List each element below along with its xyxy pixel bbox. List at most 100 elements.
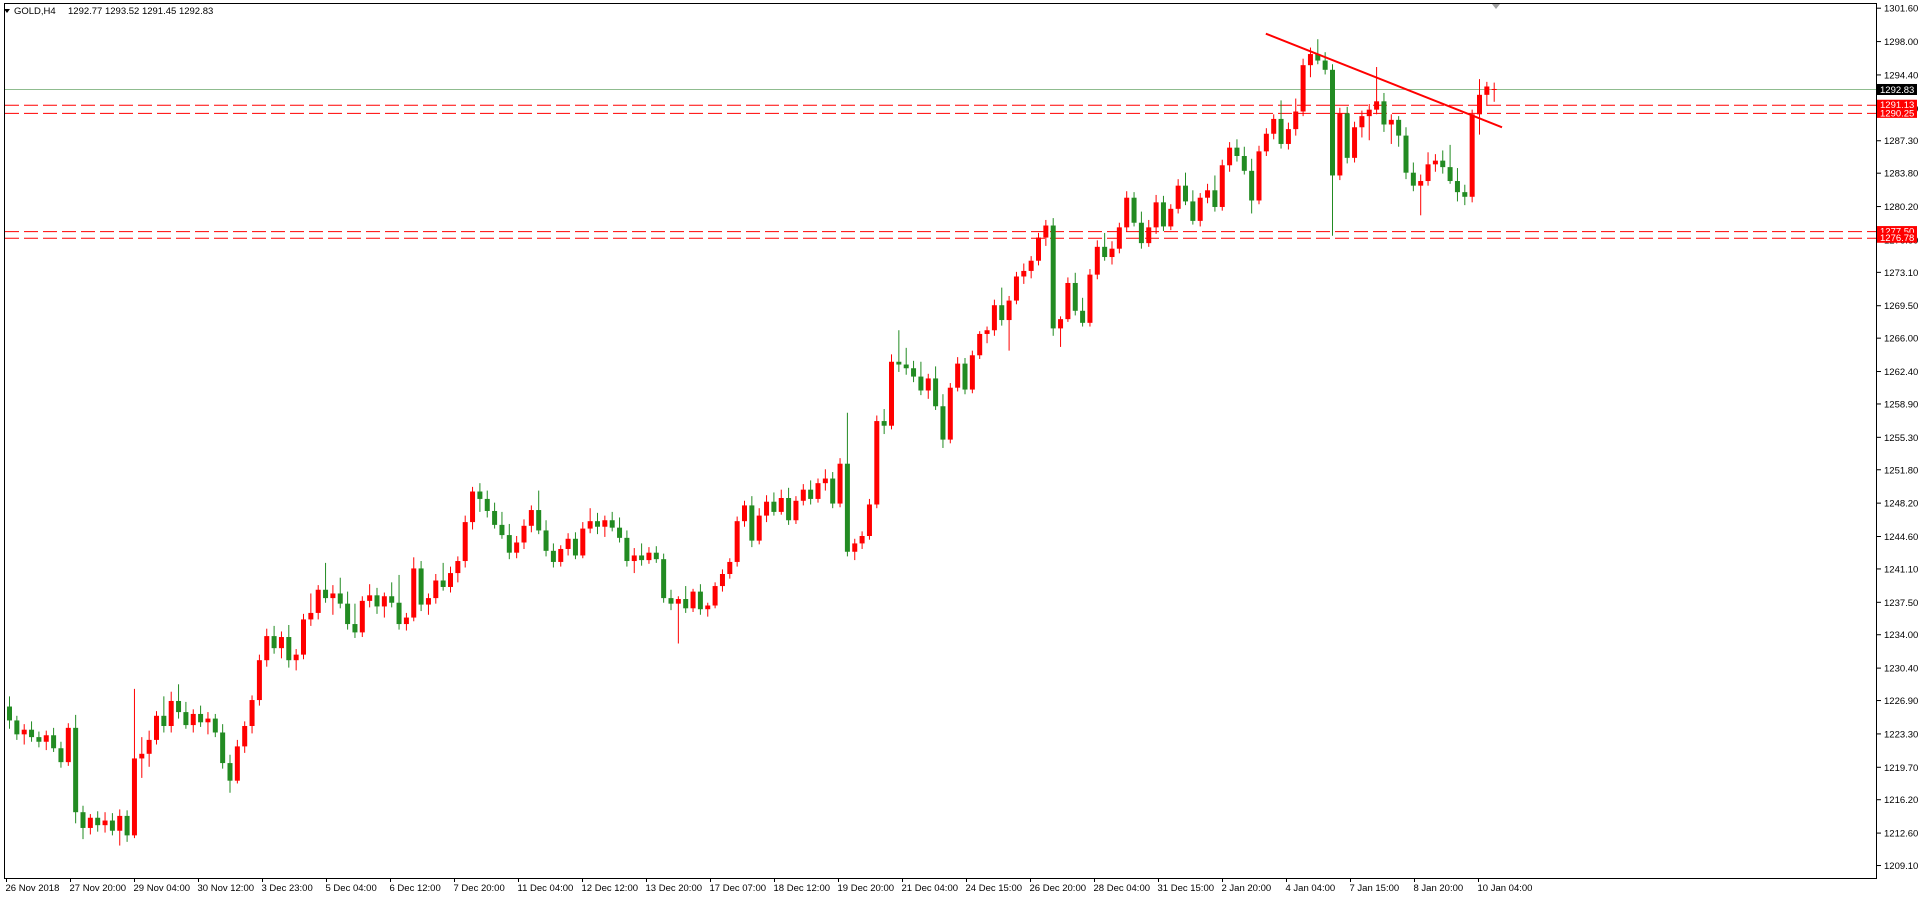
- candle: [1116, 222, 1122, 254]
- candle: [1403, 127, 1409, 180]
- candle-body: [1418, 181, 1424, 186]
- candle: [1065, 277, 1071, 322]
- candle-body: [646, 552, 652, 561]
- candle: [727, 558, 733, 579]
- candle: [1168, 204, 1174, 231]
- candle-body: [962, 363, 968, 390]
- candle: [844, 412, 850, 557]
- candle: [1072, 272, 1078, 316]
- current-tag-label: 1292.83: [1880, 85, 1914, 96]
- candle-body: [1300, 65, 1306, 112]
- candle: [1440, 150, 1446, 174]
- candle-body: [323, 589, 329, 599]
- candle: [242, 721, 248, 753]
- candle-body: [1175, 185, 1181, 209]
- candle: [940, 394, 946, 448]
- candle: [131, 688, 137, 839]
- candle: [1418, 174, 1424, 216]
- time-tick-label: 26 Nov 2018: [6, 883, 60, 894]
- candle: [918, 361, 924, 396]
- candle-body: [1374, 101, 1380, 110]
- candle: [1381, 92, 1387, 132]
- price-axis: 1301.601298.001294.401290.801287.301283.…: [1877, 4, 1918, 872]
- candle: [595, 512, 600, 535]
- candle-body: [492, 510, 498, 525]
- candle-body: [131, 758, 137, 836]
- candle: [1454, 168, 1460, 202]
- candle-body: [675, 599, 681, 604]
- candle-body: [367, 595, 373, 601]
- candle-body: [1028, 260, 1034, 271]
- candle: [1366, 104, 1372, 141]
- candle: [764, 495, 770, 523]
- candle-body: [844, 463, 850, 552]
- chart-title: GOLD,H4 1292.77 1293.52 1291.45 1292.83: [4, 6, 213, 17]
- candle-body: [293, 654, 299, 661]
- candle: [859, 531, 865, 549]
- candle: [87, 814, 93, 835]
- candle-body: [903, 364, 909, 369]
- price-tick-label: 1216.20: [1884, 795, 1918, 806]
- candle-body: [440, 580, 446, 587]
- candle-body: [536, 510, 542, 531]
- candle-body: [425, 598, 431, 605]
- candle-body: [786, 498, 792, 521]
- candle: [1315, 39, 1321, 65]
- candle: [1462, 184, 1468, 206]
- time-tick-label: 2 Jan 20:00: [1222, 883, 1272, 894]
- candle: [154, 711, 159, 745]
- price-tick-label: 1223.30: [1884, 729, 1918, 740]
- level-tag-label: 1291.13: [1880, 100, 1914, 111]
- candle: [977, 331, 983, 359]
- trend-line: [1265, 32, 1503, 129]
- chart-shift-marker-icon[interactable]: [1492, 4, 1500, 9]
- time-tick-label: 5 Dec 04:00: [326, 883, 377, 894]
- candle-body: [925, 378, 931, 391]
- level-price-tag: 1291.13: [1877, 99, 1917, 111]
- candle-body: [991, 305, 997, 331]
- candle: [778, 489, 784, 515]
- candle-body: [911, 368, 917, 377]
- candle: [234, 739, 240, 784]
- chart-menu-triangle-icon[interactable]: [4, 9, 10, 13]
- candle: [1447, 144, 1453, 184]
- candle: [43, 730, 49, 751]
- candle-body: [477, 491, 483, 499]
- candle: [1432, 154, 1438, 172]
- price-tick-label: 1241.10: [1884, 564, 1918, 575]
- candle: [352, 603, 358, 638]
- candle-body: [7, 706, 12, 721]
- candle-body: [1285, 129, 1291, 144]
- candle: [1396, 116, 1402, 147]
- candle: [911, 360, 917, 383]
- candle: [249, 695, 255, 734]
- candle-body: [301, 619, 306, 655]
- candle-body: [1102, 246, 1108, 258]
- candle: [381, 592, 387, 618]
- candle: [565, 533, 571, 556]
- candle-body: [822, 478, 828, 484]
- candle: [1388, 114, 1394, 144]
- time-tick-label: 31 Dec 15:00: [1158, 883, 1215, 894]
- candle: [925, 373, 931, 399]
- candle: [7, 696, 12, 729]
- candle: [1469, 109, 1475, 203]
- candle: [205, 712, 211, 735]
- candle: [558, 545, 564, 567]
- candle: [631, 548, 637, 574]
- candle-body: [690, 591, 696, 609]
- candle-body: [1094, 246, 1100, 275]
- candle-body: [550, 550, 556, 562]
- candle: [1227, 142, 1233, 172]
- candle-body: [852, 543, 858, 552]
- candle: [1271, 114, 1277, 140]
- candle: [536, 490, 542, 535]
- level-tag-label: 1276.78: [1880, 233, 1914, 244]
- candle-body: [227, 763, 233, 781]
- candle: [396, 574, 402, 630]
- time-tick-label: 7 Dec 20:00: [454, 883, 505, 894]
- candle-body: [830, 478, 836, 504]
- candle: [102, 812, 108, 833]
